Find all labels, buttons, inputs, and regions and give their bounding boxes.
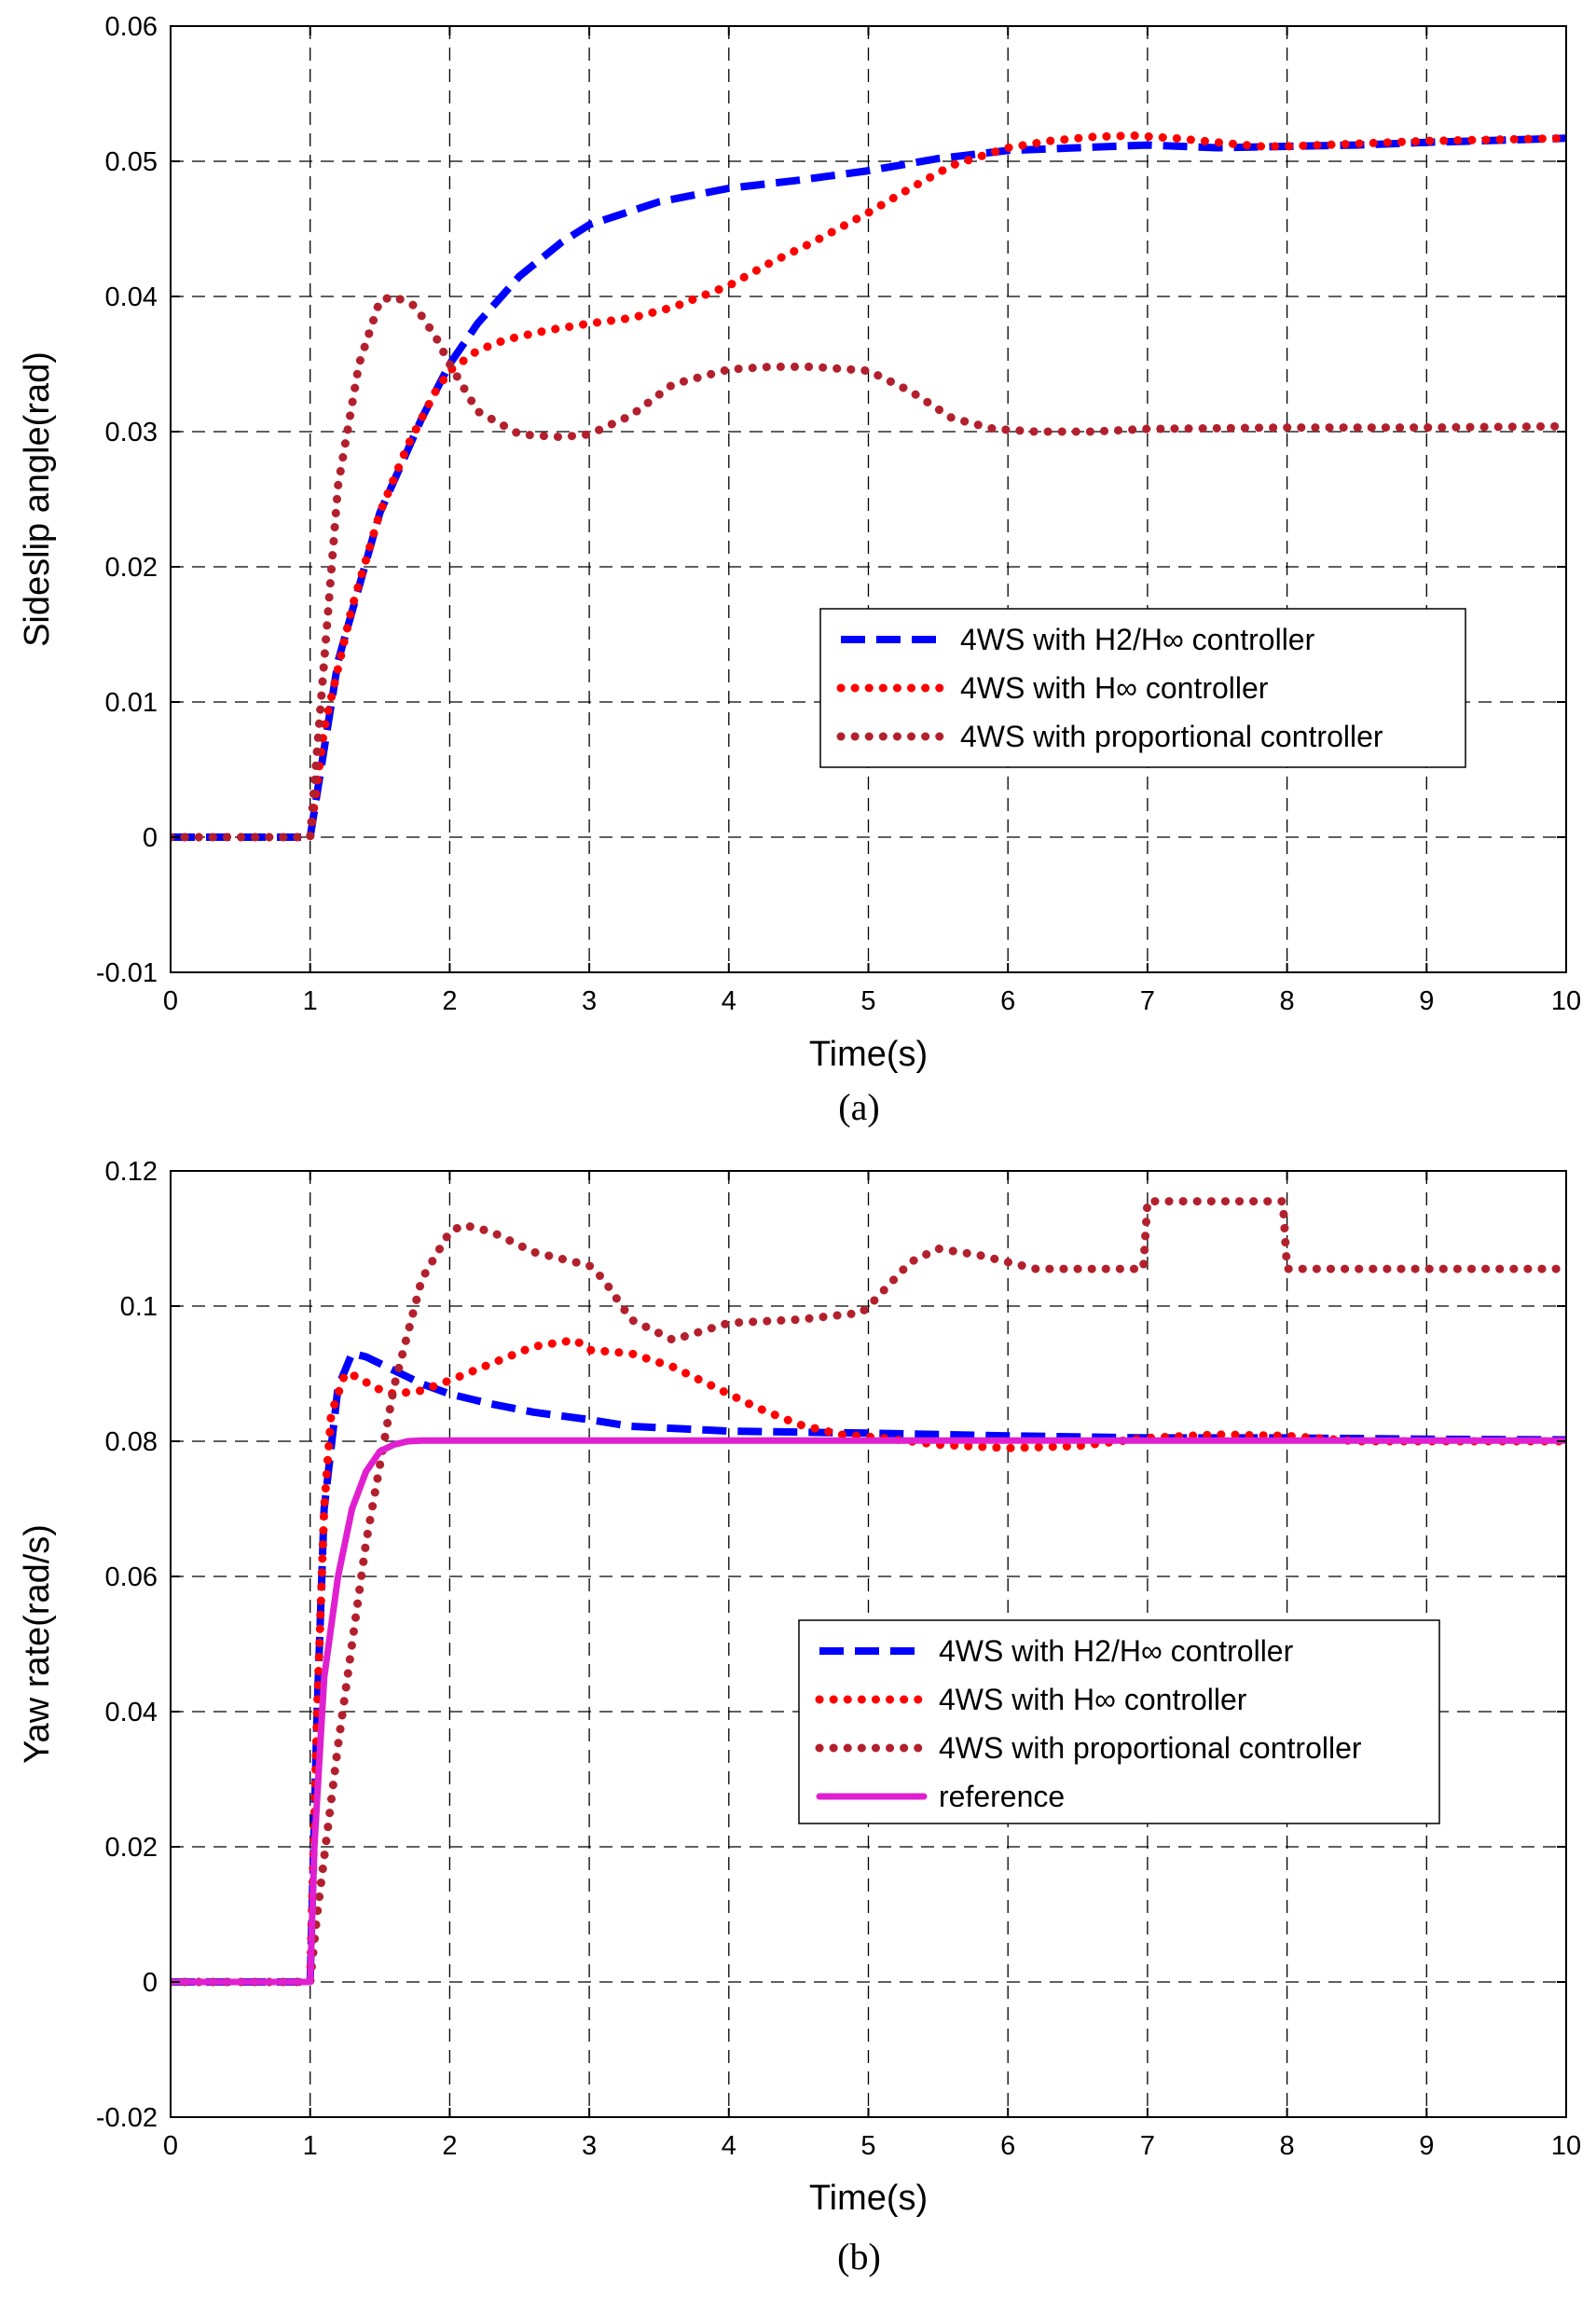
x-tick-label: 7 xyxy=(1140,986,1155,1016)
x-tick-label: 5 xyxy=(860,2131,875,2161)
panel-a-legend: 4WS with H2/H∞ controller 4WS with H∞ con… xyxy=(819,608,1466,768)
x-tick-label: 3 xyxy=(582,2131,597,2161)
series-line-4ws-with-proportional-controller xyxy=(171,1197,1566,1987)
x-tick-label: 2 xyxy=(442,2131,457,2161)
x-tick-label: 9 xyxy=(1419,2131,1434,2161)
x-tick-label: 4 xyxy=(722,986,736,1016)
panel-a-x-axis-label: Time(s) xyxy=(809,1035,928,1074)
y-tick-label: 0.06 xyxy=(105,1562,158,1592)
panel-b-legend: 4WS with H2/H∞ controller 4WS with H∞ con… xyxy=(798,1619,1440,1824)
x-tick-label: 10 xyxy=(1551,986,1581,1016)
y-tick-label: -0.02 xyxy=(96,2103,158,2133)
y-tick-label: 0.02 xyxy=(105,1833,158,1863)
legend-label-4ws-with-h2-hinf-controller: 4WS with H2/H∞ controller xyxy=(939,1634,1294,1668)
panel-a-grid xyxy=(171,26,1566,972)
panel-b-yticks: -0.02 0 0.02 0.04 0.06 0.08 0.1 0.12 xyxy=(96,1157,1566,2133)
y-tick-label: 0.04 xyxy=(105,282,158,312)
panel-b: 0 1 2 3 4 5 6 7 8 9 10 -0.0200.020.040.060.080.10.… xyxy=(18,1157,1581,2277)
panel-a-series xyxy=(171,131,1566,842)
series-line-reference xyxy=(171,1437,1566,1986)
x-tick-label: 7 xyxy=(1140,2131,1155,2161)
y-tick-label: -0.01 xyxy=(96,958,158,988)
legend-label-4ws-with-hinf-controller: 4WS with H∞ controller xyxy=(960,671,1269,705)
x-tick-label: 0 xyxy=(163,986,178,1016)
x-tick-label: 6 xyxy=(1000,2131,1015,2161)
x-tick-label: 8 xyxy=(1280,986,1295,1016)
panel-b-x-axis-label: Time(s) xyxy=(809,2179,928,2218)
x-tick-label: 10 xyxy=(1551,2131,1581,2161)
legend-label-4ws-with-h2-hinf-controller: 4WS with H2/H∞ controller xyxy=(960,623,1315,656)
panel-a-yticks: -0.01 0 0.01 0.02 0.03 0.04 0.05 0.06 xyxy=(96,12,1566,988)
series-line-4ws-with-proportional-controller xyxy=(171,292,1566,842)
y-tick-label: 0.08 xyxy=(105,1427,158,1457)
x-tick-label: 1 xyxy=(303,2131,318,2161)
x-tick-label: 1 xyxy=(303,986,318,1016)
panel-a: 0 1 2 3 4 5 6 7 8 9 10 -0.0100.010.020.030.040.050… xyxy=(18,12,1581,1128)
panel-a-caption: (a) xyxy=(838,1086,879,1128)
y-tick-label: 0.05 xyxy=(105,147,158,177)
y-tick-label: 0 xyxy=(143,1968,158,1998)
legend-label-4ws-with-proportional-controller: 4WS with proportional controller xyxy=(960,720,1383,753)
y-tick-label: 0 xyxy=(143,823,158,853)
panel-b-series xyxy=(171,1197,1566,1987)
y-tick-label: 0.02 xyxy=(105,553,158,583)
x-tick-label: 6 xyxy=(1000,986,1015,1016)
y-tick-label: 0.12 xyxy=(105,1157,158,1187)
x-tick-label: 5 xyxy=(860,986,875,1016)
x-tick-label: 0 xyxy=(163,2131,178,2161)
y-tick-label: 0.04 xyxy=(105,1698,158,1727)
panel-a-xticks: 0 1 2 3 4 5 6 7 8 9 10 xyxy=(163,26,1581,1016)
legend-label-4ws-with-proportional-controller: 4WS with proportional controller xyxy=(939,1731,1362,1765)
panel-a-y-axis-label: Sideslip angle(rad) xyxy=(18,351,57,647)
y-tick-label: 0.06 xyxy=(105,12,158,42)
legend-label-reference: reference xyxy=(939,1780,1065,1813)
panel-b-caption: (b) xyxy=(837,2236,881,2277)
y-tick-label: 0.1 xyxy=(120,1292,158,1322)
x-tick-label: 4 xyxy=(722,2131,736,2161)
panel-b-xticks: 0 1 2 3 4 5 6 7 8 9 10 xyxy=(163,1171,1581,2161)
x-tick-label: 2 xyxy=(442,986,457,1016)
x-tick-label: 9 xyxy=(1419,986,1434,1016)
x-tick-label: 8 xyxy=(1280,2131,1295,2161)
legend-label-4ws-with-hinf-controller: 4WS with H∞ controller xyxy=(939,1683,1247,1716)
panel-b-y-axis-label: Yaw rate(rad/s) xyxy=(18,1524,57,1764)
y-tick-label: 0.03 xyxy=(105,418,158,447)
y-tick-label: 0.01 xyxy=(105,688,158,718)
x-tick-label: 3 xyxy=(582,986,597,1016)
